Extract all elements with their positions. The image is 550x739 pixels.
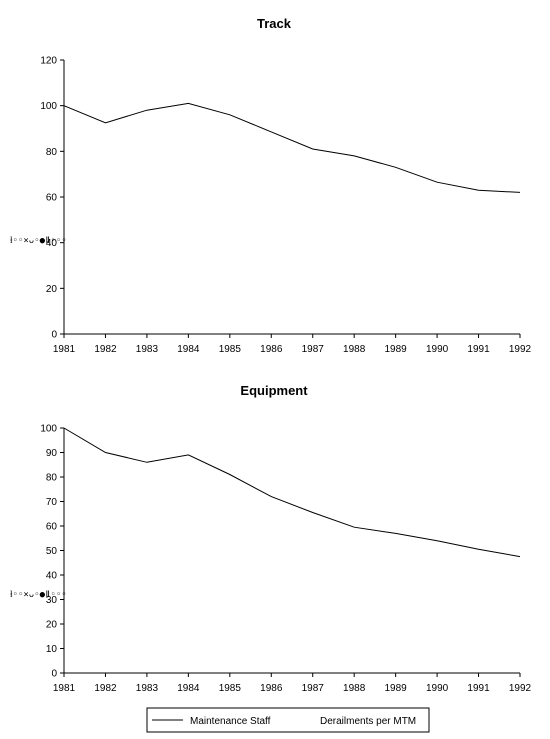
track-y-axis-label: ⱡ◦◦×ᴗ◦●ǁ◦◦◦ bbox=[10, 236, 67, 246]
track-x-tick-label: 1981 bbox=[53, 344, 76, 355]
equipment-y-tick-label: 50 bbox=[46, 546, 58, 557]
track-series-line-maintenance-staff bbox=[63, 102, 521, 193]
track-chart-title: Track bbox=[257, 16, 292, 31]
equipment-y-tick-label: 30 bbox=[46, 595, 58, 606]
equipment-y-axis-label: ⱡ◦◦×ᴗ◦●ǁ◦◦◦ bbox=[10, 590, 67, 600]
equipment-y-tick-label: 60 bbox=[46, 522, 58, 533]
equipment-x-tick-label: 1982 bbox=[94, 683, 117, 694]
legend-label-derailments-per-mtm: Derailments per MTM bbox=[320, 716, 416, 727]
equipment-series-line-maintenance-staff bbox=[63, 427, 521, 558]
track-chart: Track ⱡ◦◦×ᴗ◦●ǁ◦◦◦ 0 20 40 60 80 100 120 1981 198… bbox=[10, 16, 532, 355]
equipment-x-tick-label: 1985 bbox=[219, 683, 242, 694]
equipment-y-tick-label: 0 bbox=[51, 669, 57, 680]
equipment-y-tick-label: 10 bbox=[46, 644, 58, 655]
equipment-x-tick-label: 1988 bbox=[343, 683, 366, 694]
equipment-chart-title: Equipment bbox=[240, 383, 308, 398]
equipment-x-tick-label: 1986 bbox=[260, 683, 283, 694]
equipment-x-tick-label: 1990 bbox=[426, 683, 449, 694]
equipment-y-tick-label: 40 bbox=[46, 571, 58, 582]
track-y-tick-label: 40 bbox=[46, 238, 58, 249]
legend: Maintenance Staff Derailments per MTM bbox=[146, 707, 430, 733]
track-x-tick-label: 1985 bbox=[219, 344, 242, 355]
equipment-y-tick-label: 20 bbox=[46, 620, 58, 631]
equipment-y-tick-label: 70 bbox=[46, 497, 58, 508]
equipment-x-tick-label: 1987 bbox=[302, 683, 325, 694]
track-x-tick-label: 1983 bbox=[136, 344, 159, 355]
track-x-tick-label: 1992 bbox=[509, 344, 532, 355]
track-x-tick-label: 1984 bbox=[177, 344, 200, 355]
equipment-chart: Equipment ⱡ◦◦×ᴗ◦●ǁ◦◦◦ 0 10 20 30 40 50 60 70 80 9… bbox=[10, 383, 532, 694]
track-x-tick-label: 1990 bbox=[426, 344, 449, 355]
equipment-y-tick-label: 80 bbox=[46, 473, 58, 484]
track-x-tick-label: 1986 bbox=[260, 344, 283, 355]
equipment-x-tick-label: 1983 bbox=[136, 683, 159, 694]
track-y-tick-label: 20 bbox=[46, 284, 58, 295]
track-y-tick-label: 100 bbox=[40, 101, 57, 112]
equipment-y-tick-label: 100 bbox=[40, 424, 57, 435]
track-y-tick-label: 60 bbox=[46, 193, 58, 204]
track-y-tick-label: 80 bbox=[46, 147, 58, 158]
track-x-tick-label: 1982 bbox=[94, 344, 117, 355]
legend-label-maintenance-staff: Maintenance Staff bbox=[190, 716, 271, 727]
equipment-x-tick-label: 1989 bbox=[385, 683, 408, 694]
equipment-x-tick-label: 1991 bbox=[467, 683, 490, 694]
equipment-x-tick-label: 1981 bbox=[53, 683, 76, 694]
track-x-tick-label: 1988 bbox=[343, 344, 366, 355]
track-y-tick-label: 0 bbox=[51, 330, 57, 341]
track-x-tick-label: 1989 bbox=[385, 344, 408, 355]
legend-box bbox=[146, 707, 430, 733]
track-x-tick-label: 1991 bbox=[467, 344, 490, 355]
equipment-y-tick-label: 90 bbox=[46, 448, 58, 459]
equipment-x-tick-label: 1992 bbox=[509, 683, 532, 694]
track-y-tick-label: 120 bbox=[40, 56, 57, 67]
equipment-x-tick-label: 1984 bbox=[177, 683, 200, 694]
track-x-tick-label: 1987 bbox=[302, 344, 325, 355]
